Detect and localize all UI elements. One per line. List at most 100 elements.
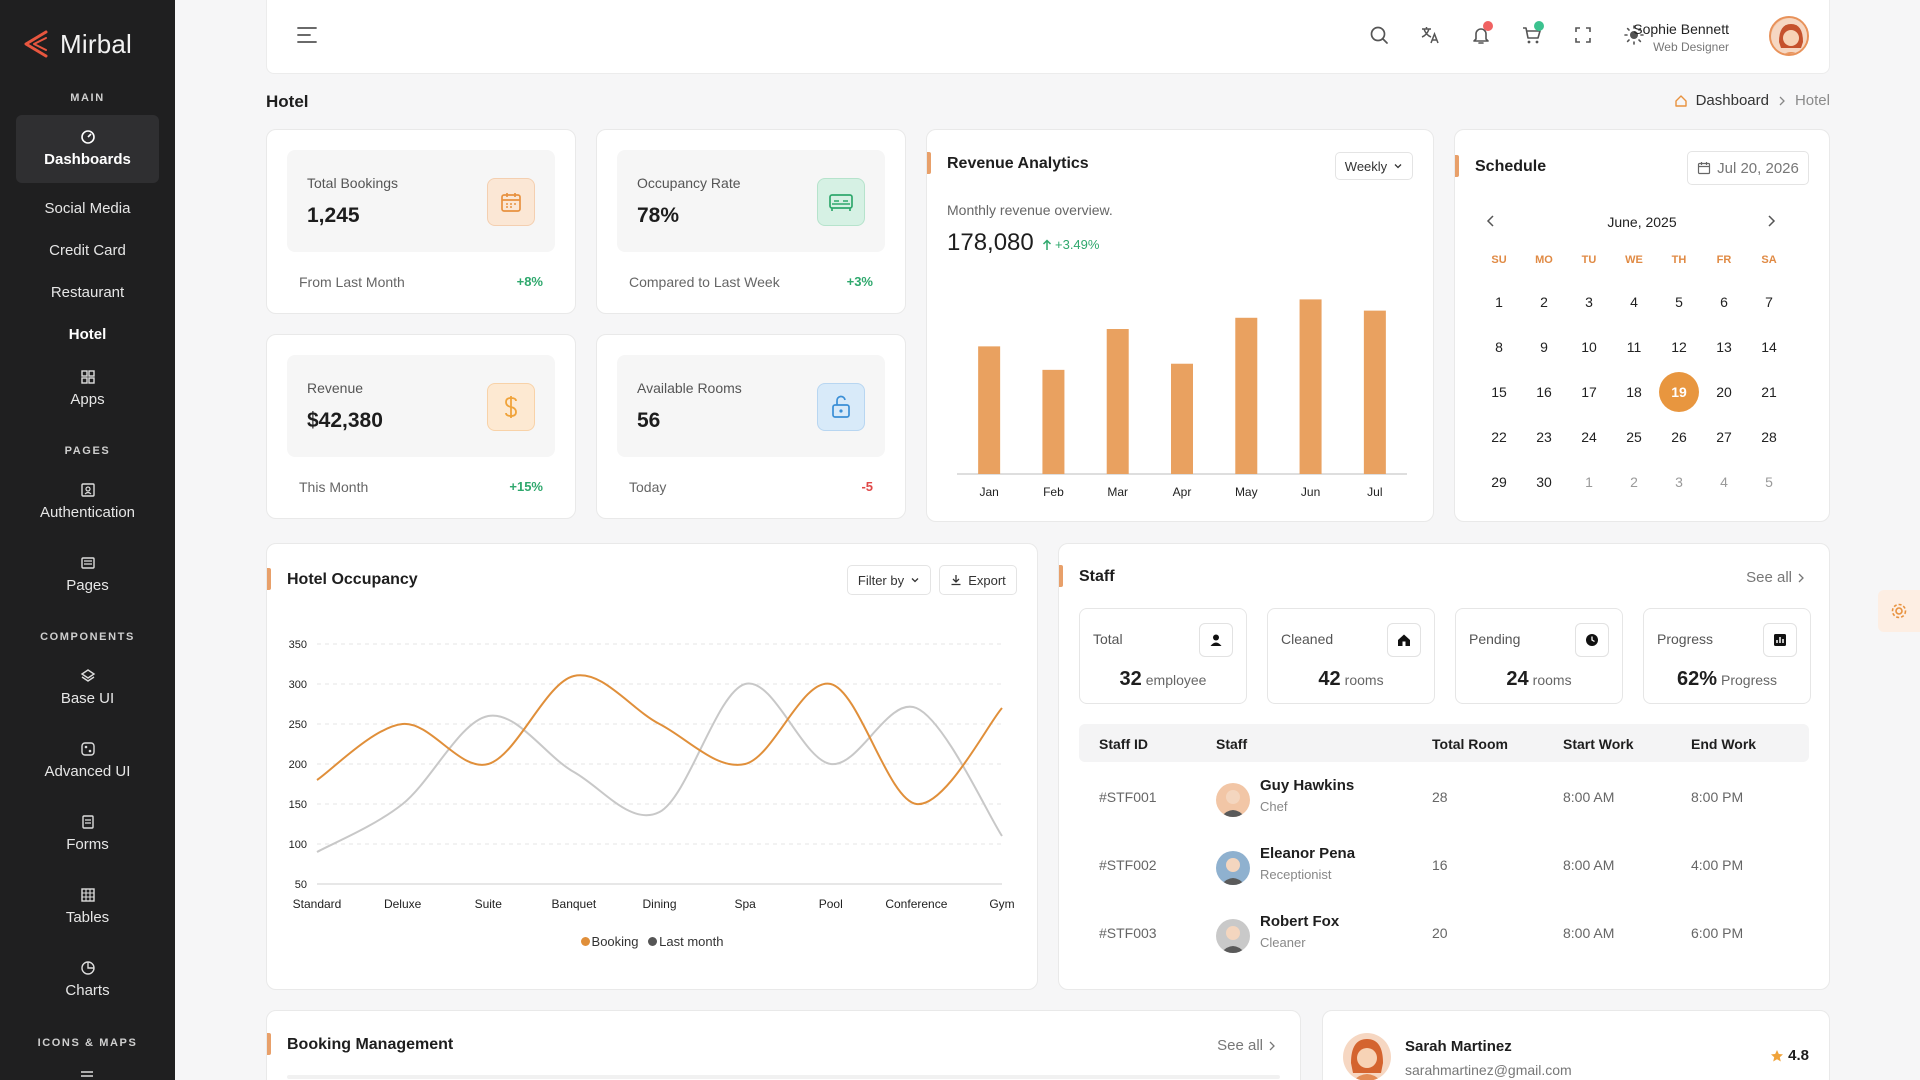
sidebar-item-label: Dashboards: [44, 151, 131, 168]
chevron-right-icon[interactable]: [1766, 214, 1776, 228]
calendar-day[interactable]: 30: [1536, 474, 1552, 490]
sidebar-item-restaurant[interactable]: Restaurant: [50, 284, 125, 301]
calendar-day[interactable]: 14: [1761, 339, 1777, 355]
avatar[interactable]: [1769, 16, 1809, 56]
avatar: [1216, 919, 1250, 953]
stat-change: +8%: [516, 274, 543, 289]
search-icon[interactable]: [1368, 24, 1390, 46]
calendar-day[interactable]: 16: [1536, 384, 1552, 400]
sidebar-item-authentication[interactable]: Authentication: [0, 482, 175, 521]
calendar-day[interactable]: 29: [1491, 474, 1507, 490]
sidebar-item-advanced-ui[interactable]: Advanced UI: [0, 741, 175, 780]
accent-bar: [927, 152, 931, 174]
sidebar-item-pages[interactable]: Pages: [0, 555, 175, 594]
sidebar-item-apps[interactable]: Apps: [0, 369, 175, 408]
calendar-day[interactable]: 1: [1495, 294, 1503, 310]
calendar-day[interactable]: 6: [1720, 294, 1728, 310]
cart-icon[interactable]: [1521, 24, 1543, 46]
calendar-day[interactable]: 1: [1585, 474, 1593, 490]
calendar-day[interactable]: 18: [1626, 384, 1642, 400]
date-picker-button[interactable]: Jul 20, 2026: [1687, 151, 1809, 185]
staff-see-all-link[interactable]: See all: [1746, 569, 1805, 586]
staff-summary-progress: Progress 62% Progress: [1643, 608, 1811, 704]
series-line-last-month[interactable]: [316, 682, 1003, 853]
booking-see-all-link[interactable]: See all: [1217, 1037, 1276, 1054]
sidebar-item-forms[interactable]: Forms: [0, 814, 175, 853]
calendar-day[interactable]: 5: [1675, 294, 1683, 310]
calendar-day[interactable]: 3: [1675, 474, 1683, 490]
calendar-day[interactable]: 10: [1581, 339, 1597, 355]
breadcrumb-current: Hotel: [1794, 92, 1830, 109]
calendar-day[interactable]: 15: [1491, 384, 1507, 400]
calendar-day[interactable]: 24: [1581, 429, 1597, 445]
calendar-day[interactable]: 27: [1716, 429, 1732, 445]
bar[interactable]: [978, 346, 1001, 474]
calendar-day[interactable]: 8: [1495, 339, 1503, 355]
sidebar-item-social-media[interactable]: Social Media: [44, 200, 131, 217]
bar[interactable]: [1171, 363, 1193, 474]
settings-toggle[interactable]: [1878, 590, 1920, 632]
calendar-day[interactable]: 3: [1585, 294, 1593, 310]
bar[interactable]: [1106, 329, 1129, 474]
calendar-day[interactable]: 11: [1626, 339, 1642, 355]
filter-by-button[interactable]: Filter by: [847, 565, 931, 595]
calendar-day[interactable]: 19: [1659, 372, 1699, 412]
stat-label: Total Bookings: [307, 175, 399, 191]
end-work-cell: 6:00 PM: [1691, 925, 1744, 941]
series-line-booking[interactable]: [316, 674, 1003, 806]
bar[interactable]: [1363, 310, 1386, 474]
staff-role: Receptionist: [1260, 867, 1332, 882]
bar[interactable]: [1299, 299, 1322, 474]
y-tick-label: 150: [289, 799, 307, 811]
calendar-month-label: June, 2025: [1607, 214, 1677, 230]
calendar-day[interactable]: 2: [1540, 294, 1548, 310]
calendar-day[interactable]: 21: [1761, 384, 1777, 400]
bar[interactable]: [1235, 317, 1258, 474]
calendar-day[interactable]: 13: [1716, 339, 1732, 355]
sidebar-item-label: Apps: [70, 391, 105, 408]
calendar-day[interactable]: 12: [1671, 339, 1687, 355]
legend-item-booking[interactable]: Booking: [580, 934, 639, 949]
arrow-up-icon: [1042, 238, 1052, 250]
calendar-day[interactable]: 25: [1626, 429, 1642, 445]
calendar-day[interactable]: 22: [1491, 429, 1507, 445]
mini-value: 42 rooms: [1318, 668, 1384, 690]
breadcrumb-home[interactable]: Dashboard: [1695, 92, 1769, 109]
calendar-day[interactable]: 2: [1630, 474, 1638, 490]
calendar-day[interactable]: 4: [1720, 474, 1728, 490]
chevron-left-icon[interactable]: [1486, 214, 1496, 228]
calendar-day[interactable]: 9: [1540, 339, 1548, 355]
user-name[interactable]: Sophie Bennett: [1633, 21, 1729, 37]
export-button[interactable]: Export: [939, 565, 1017, 595]
sidebar-item-base-ui[interactable]: Base UI: [0, 668, 175, 707]
menu-toggle-icon[interactable]: [297, 26, 317, 44]
bell-icon[interactable]: [1470, 24, 1492, 46]
sidebar-item-credit-card[interactable]: Credit Card: [49, 242, 126, 259]
sidebar-item-tables[interactable]: Tables: [0, 887, 175, 926]
fullscreen-icon[interactable]: [1572, 24, 1594, 46]
sidebar-item-dashboards[interactable]: Dashboards: [16, 115, 159, 183]
sidebar-item-hotel[interactable]: Hotel: [68, 326, 107, 343]
total-room-cell: 20: [1432, 925, 1448, 941]
calendar-day[interactable]: 4: [1630, 294, 1638, 310]
calendar-day[interactable]: 20: [1716, 384, 1732, 400]
period-select[interactable]: Weekly: [1335, 152, 1413, 180]
calendar-day[interactable]: 17: [1581, 384, 1597, 400]
calendar-day[interactable]: 28: [1761, 429, 1777, 445]
stat-value: 78%: [637, 204, 680, 227]
bar[interactable]: [1042, 369, 1065, 474]
calendar-day[interactable]: 23: [1536, 429, 1552, 445]
period-select-value: Weekly: [1344, 158, 1388, 174]
calendar-day[interactable]: 5: [1765, 474, 1773, 490]
logo[interactable]: Mirbal: [0, 0, 175, 70]
sidebar-item-label: Charts: [65, 982, 110, 999]
chevron-right-icon: [1798, 573, 1804, 582]
sidebar-item-charts[interactable]: Charts: [0, 960, 175, 999]
theme-sun-icon[interactable]: [1623, 24, 1645, 46]
user-icon: [1210, 634, 1222, 646]
calendar-day[interactable]: 7: [1765, 294, 1773, 310]
calendar-day[interactable]: 26: [1671, 429, 1687, 445]
legend-item-last-month[interactable]: Last month: [648, 934, 723, 949]
rating: 4.8: [1770, 1047, 1809, 1064]
translate-icon[interactable]: [1419, 24, 1441, 46]
